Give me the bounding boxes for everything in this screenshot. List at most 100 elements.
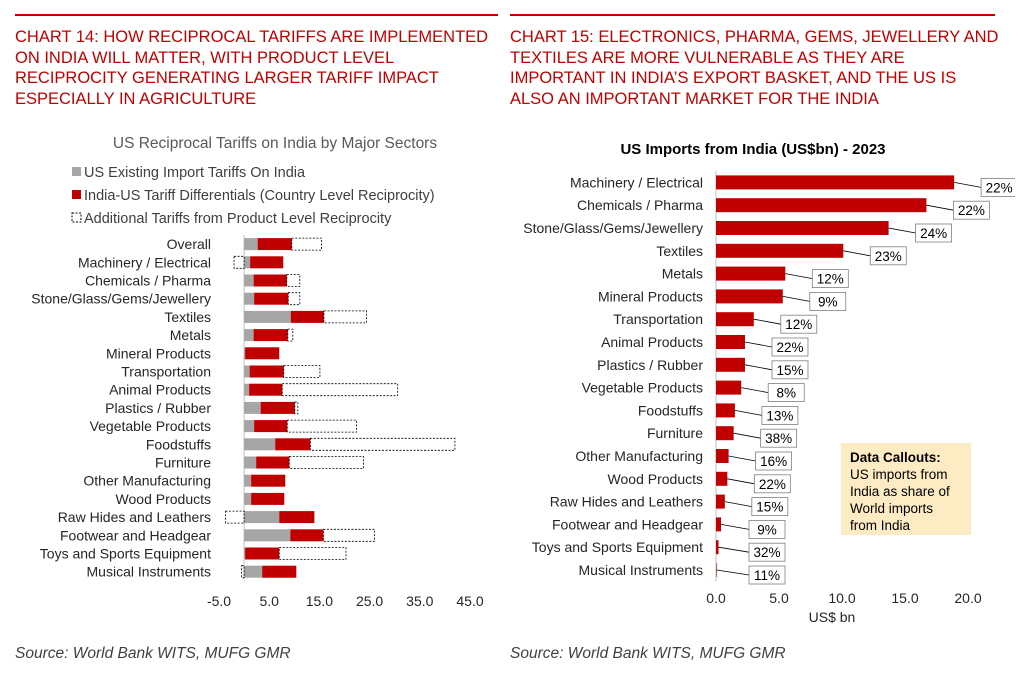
category-label: Musical Instruments [579, 562, 703, 578]
bar-us-imports [716, 289, 783, 304]
legend-label: Additional Tariffs from Product Level Re… [84, 211, 392, 227]
bar-existing-tariff [244, 383, 250, 396]
callout-box [869, 246, 907, 266]
callout-box [748, 519, 786, 539]
bar-us-imports [716, 403, 735, 418]
chart-15-us-imports: US Imports from India (US$bn) - 2023 Mach… [523, 141, 1015, 625]
callout-box [809, 291, 847, 311]
bar-existing-tariff [244, 456, 257, 469]
share-label: 8% [776, 386, 796, 401]
category-label: Machinery / Electrical [570, 174, 703, 190]
category-label: Foodstuffs [146, 436, 211, 452]
bar-tariff-differential [251, 492, 285, 505]
bar-us-imports [716, 563, 717, 577]
bar-us-imports [716, 221, 889, 235]
category-label: Foodstuffs [638, 402, 703, 418]
legend-label: US Existing Import Tariffs On India [84, 165, 306, 181]
bar-product-reciprocity [241, 565, 245, 579]
callout-box [748, 565, 786, 585]
callout-box [980, 178, 1015, 197]
bar-existing-tariff [244, 365, 250, 378]
category-label: Stone/Glass/Gems/Jewellery [31, 291, 211, 307]
callout-box [780, 314, 818, 334]
share-label: 15% [756, 500, 783, 515]
callout-leader [716, 569, 750, 576]
category-label: Metals [170, 327, 211, 343]
category-label: Vegetable Products [582, 380, 703, 396]
left-source-note: Source: World Bank WITS, MUFG GMR [15, 645, 291, 662]
bar-existing-tariff [244, 329, 254, 342]
bar-product-reciprocity [225, 510, 245, 524]
bar-us-imports [716, 449, 729, 463]
bar-tariff-differential [260, 401, 295, 414]
chart-14-reciprocal-tariffs: US Reciprocal Tariffs on India by Major … [31, 135, 484, 609]
category-label: Plastics / Rubber [597, 357, 703, 373]
callout-box [811, 269, 849, 289]
bar-tariff-differential [290, 529, 324, 542]
bar-tariff-differential [254, 292, 289, 305]
category-label: Wood Products [116, 491, 211, 507]
category-label: Musical Instruments [87, 564, 211, 580]
callout-leader [727, 478, 755, 485]
legend-swatch [71, 212, 82, 223]
bar-us-imports [716, 357, 745, 372]
callout-leader [785, 273, 813, 279]
bar-existing-tariff [244, 238, 258, 251]
callout-leader [744, 364, 773, 371]
bar-tariff-differential [245, 547, 280, 560]
bar-existing-tariff [244, 474, 252, 487]
x-tick-label: 35.0 [406, 593, 433, 609]
x-tick-label: 10.0 [828, 590, 855, 606]
callout-leader [744, 341, 773, 348]
bar-tariff-differential [275, 438, 311, 451]
bar-us-imports [716, 266, 786, 281]
category-label: Plastics / Rubber [105, 400, 211, 416]
share-label: 16% [760, 454, 787, 469]
callout-box [751, 497, 789, 517]
callout-box [953, 200, 990, 220]
callout-leader [724, 501, 752, 507]
x-tick-label: 0.0 [706, 590, 726, 606]
bar-existing-tariff [244, 310, 291, 323]
bar-product-reciprocity [233, 255, 245, 269]
callout-leader [718, 546, 750, 553]
bar-tariff-differential [250, 256, 284, 269]
bar-product-reciprocity [323, 310, 367, 324]
bar-us-imports [716, 494, 725, 509]
category-label: Furniture [647, 425, 703, 441]
legend-label: India-US Tariff Differentials (Country L… [84, 188, 435, 204]
bar-us-imports [716, 335, 745, 349]
category-label: Footwear and Headgear [60, 527, 211, 543]
bar-product-reciprocity [286, 419, 357, 433]
share-label: 24% [920, 226, 947, 241]
callout-box [748, 542, 786, 562]
chart-title: US Imports from India (US$bn) - 2023 [620, 141, 885, 158]
bar-product-reciprocity [309, 437, 456, 451]
callout-leader [741, 387, 769, 393]
callout-leader [728, 455, 756, 462]
category-label: Other Manufacturing [575, 448, 703, 464]
category-label: Footwear and Headgear [552, 516, 703, 532]
bar-product-reciprocity [294, 401, 299, 415]
callout-text: India as share of [850, 484, 950, 499]
category-label: Raw Hides and Leathers [550, 494, 703, 510]
bar-tariff-differential [279, 511, 315, 524]
callout-leader [720, 524, 750, 530]
bar-us-imports [716, 517, 722, 532]
category-label: Vegetable Products [90, 418, 211, 434]
bar-us-imports [716, 243, 844, 258]
category-label: Furniture [155, 455, 211, 471]
x-tick-label: 15.0 [306, 593, 333, 609]
category-label: Mineral Products [598, 288, 703, 304]
left-heading-rule [15, 14, 498, 16]
category-label: Textiles [656, 243, 703, 259]
bar-existing-tariff [244, 274, 254, 287]
callout-box [915, 223, 953, 243]
bar-tariff-differential [256, 456, 290, 469]
x-tick-label: 5.0 [259, 593, 279, 609]
bar-tariff-differential [249, 365, 284, 378]
category-label: Toys and Sports Equipment [532, 539, 703, 555]
bar-existing-tariff [244, 511, 280, 524]
share-label: 22% [958, 203, 985, 218]
x-axis-label: US$ bn [809, 609, 856, 625]
